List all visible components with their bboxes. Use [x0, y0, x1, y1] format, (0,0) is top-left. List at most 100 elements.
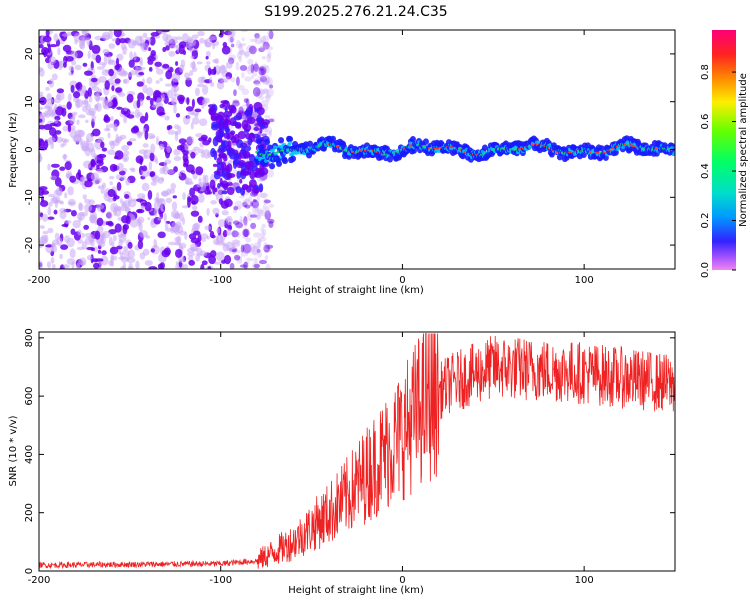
noise-blob — [157, 177, 164, 184]
noise-blob — [70, 209, 77, 217]
noise-blob — [236, 40, 242, 49]
noise-blob — [223, 198, 233, 208]
noise-blob — [209, 76, 213, 84]
chart-title: S199.2025.276.21.24.C35 — [264, 4, 447, 20]
noise-blob — [50, 256, 55, 264]
noise-blob — [121, 201, 128, 209]
noise-blob — [154, 91, 162, 96]
noise-blob — [161, 249, 171, 258]
noise-blob — [243, 261, 249, 269]
noise-blob — [182, 192, 186, 201]
noise-blob — [118, 239, 123, 247]
noise-blob — [108, 59, 115, 64]
noise-blob — [63, 61, 67, 68]
noise-blob — [132, 198, 137, 202]
snr-xtick-label: 0 — [399, 575, 405, 586]
noise-blob — [208, 255, 216, 265]
noise-blob — [230, 43, 235, 48]
noise-blob — [233, 206, 239, 211]
noise-blob — [195, 253, 201, 262]
noise-blob — [157, 231, 166, 239]
noise-blob — [167, 130, 176, 135]
noise-blob — [226, 148, 231, 156]
noise-blob — [204, 38, 213, 48]
noise-blob — [66, 101, 72, 110]
spectrogram-x-label: Height of straight line (km) — [288, 285, 424, 296]
noise-blob — [249, 214, 258, 218]
noise-blob — [42, 230, 49, 235]
spectrogram-x-ticks: -200 -100 0 100 — [28, 30, 594, 286]
noise-blob — [212, 185, 216, 195]
noise-blob — [221, 161, 227, 171]
noise-blob — [229, 36, 234, 43]
noise-blob — [253, 126, 260, 132]
noise-blob — [39, 139, 45, 149]
noise-blob — [135, 198, 144, 203]
noise-blob — [64, 138, 70, 143]
noise-blob — [67, 186, 74, 196]
noise-blob — [53, 97, 61, 104]
noise-blob — [139, 230, 148, 238]
noise-blob — [108, 68, 115, 77]
noise-blob — [190, 55, 195, 60]
noise-blob — [244, 161, 252, 171]
noise-blob — [237, 204, 241, 211]
noise-blob — [174, 131, 179, 142]
noise-blob — [64, 161, 72, 171]
noise-blob — [266, 88, 274, 97]
signal-blob — [276, 160, 283, 167]
noise-blob — [56, 88, 65, 94]
noise-blob — [130, 111, 135, 115]
colorbar-label: Normalized spectral amplitude — [738, 73, 749, 227]
noise-blob — [120, 255, 129, 263]
noise-blob — [219, 182, 225, 187]
noise-blob — [169, 39, 179, 44]
noise-blob — [260, 66, 267, 76]
noise-blob — [241, 88, 250, 96]
noise-blob — [75, 98, 81, 109]
noise-blob — [116, 181, 122, 191]
noise-blob — [240, 145, 246, 156]
noise-blob — [78, 114, 86, 119]
noise-blob — [107, 197, 114, 203]
noise-blob — [148, 161, 153, 171]
snr-ytick-label: 400 — [24, 445, 35, 464]
noise-blob — [176, 235, 182, 245]
noise-blob — [124, 194, 130, 199]
noise-blob — [142, 84, 148, 94]
signal-blob — [264, 138, 271, 146]
noise-blob — [221, 190, 228, 195]
noise-blob — [260, 64, 269, 70]
noise-blob — [155, 66, 160, 70]
noise-blob — [98, 75, 107, 83]
snr-xtick-label: -200 — [28, 575, 51, 586]
noise-blob — [215, 251, 225, 262]
noise-blob — [104, 99, 113, 108]
noise-blob — [244, 197, 251, 206]
noise-blob — [127, 241, 133, 249]
signal-blob — [612, 149, 619, 156]
noise-blob — [156, 192, 160, 202]
noise-blob — [161, 30, 171, 33]
noise-blob — [253, 263, 261, 269]
noise-blob — [232, 159, 241, 166]
noise-blob — [98, 62, 106, 66]
noise-blob — [191, 66, 198, 73]
noise-blob — [260, 192, 269, 199]
noise-blob — [51, 264, 56, 269]
noise-blob — [231, 239, 241, 244]
noise-blob — [229, 262, 235, 269]
noise-blob — [263, 88, 269, 94]
noise-blob — [197, 233, 202, 242]
noise-blob — [197, 31, 205, 37]
noise-blob — [233, 254, 241, 261]
noise-blob — [96, 66, 105, 70]
noise-blob — [136, 99, 141, 109]
noise-blob — [153, 238, 158, 249]
noise-blob — [259, 236, 267, 242]
noise-blob — [253, 242, 261, 250]
noise-blob — [249, 169, 256, 180]
noise-blob — [212, 207, 220, 215]
noise-blob — [111, 241, 115, 247]
